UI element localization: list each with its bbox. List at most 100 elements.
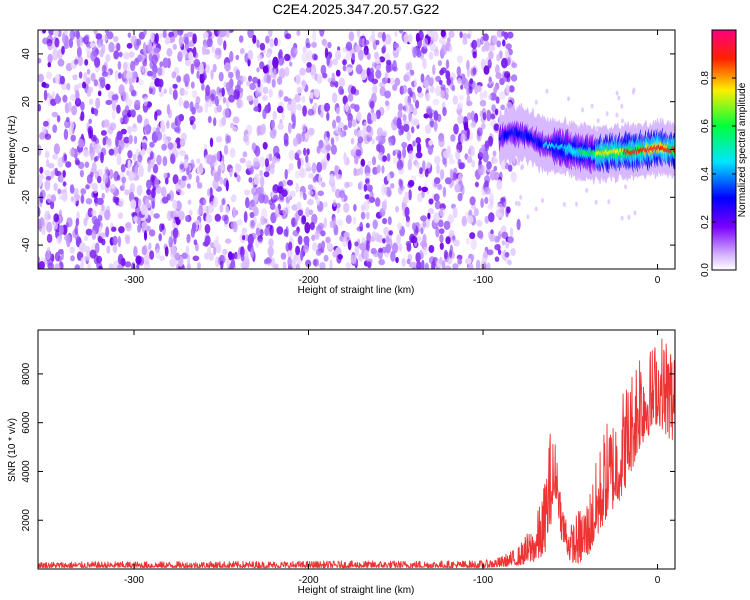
spectrogram-noise-blob xyxy=(439,256,443,265)
spectrogram-noise-blob xyxy=(121,176,127,184)
spectrogram-noise-blob xyxy=(371,30,376,42)
y-tick-label: 6000 xyxy=(21,411,32,434)
spectrogram-noise-blob xyxy=(253,96,259,108)
spectrogram-noise-blob xyxy=(44,213,49,226)
spectrogram-noise-blob xyxy=(489,233,496,242)
spectrogram-noise-blob xyxy=(108,148,115,156)
spectrogram-noise-blob xyxy=(90,151,94,161)
spectrogram-noise-blob xyxy=(415,252,421,263)
spectrogram-noise-blob xyxy=(212,63,217,73)
spectrogram-noise-blob xyxy=(66,83,71,91)
spectrogram-noise-blob xyxy=(326,55,330,66)
spectrogram-noise-blob xyxy=(239,48,245,55)
spectrogram-noise-blob xyxy=(466,68,471,78)
spectrogram-noise-blob xyxy=(370,236,375,243)
spectrogram-noise-blob xyxy=(178,210,185,221)
spectrogram-noise-blob xyxy=(152,71,157,78)
spectrogram-noise-blob xyxy=(501,225,507,233)
spectrogram-noise-blob xyxy=(52,49,59,61)
spectrogram-noise-blob xyxy=(415,32,420,43)
spectrogram-noise-blob xyxy=(128,170,134,182)
y-tick-label: -40 xyxy=(21,237,32,252)
spectrogram-noise-blob xyxy=(154,177,160,189)
snr-panel: -300 -200 -100 0 2000 4000 6000 8000 Height of… xyxy=(7,329,676,596)
spectrogram-noise-blob xyxy=(119,116,124,123)
spectrogram-noise-blob xyxy=(432,64,436,75)
spectrogram-noise-blob xyxy=(270,212,277,224)
spectrogram-noise-blob xyxy=(426,161,431,169)
spectrogram-noise-blob xyxy=(378,258,386,266)
spectrogram-noise-blob xyxy=(438,132,445,142)
spectrogram-noise-blob xyxy=(371,156,377,166)
spectrogram-noise-blob xyxy=(95,33,103,40)
spectrogram-noise-blob xyxy=(70,196,75,202)
spectrogram-noise-blob xyxy=(355,149,362,157)
spectrogram-noise-blob xyxy=(97,235,103,244)
spectrogram-noise-blob xyxy=(445,59,450,69)
spectrogram-noise-blob xyxy=(449,44,453,53)
spectrogram-noise-blob xyxy=(125,222,131,228)
spectrogram-noise-blob xyxy=(196,158,201,164)
spectrogram-noise-blob xyxy=(243,134,249,143)
spectrogram-noise-blob xyxy=(69,30,75,41)
spectrogram-noise-blob xyxy=(353,204,357,212)
spectrogram-noise-blob xyxy=(137,54,143,63)
spectrogram-noise-blob xyxy=(381,46,386,54)
spectrogram-noise-blob xyxy=(96,255,103,264)
spectrogram-noise-blob xyxy=(335,125,342,135)
spectrogram-noise-blob xyxy=(375,197,381,207)
spectrogram-noise-blob xyxy=(42,30,46,34)
spectrogram-noise-blob xyxy=(406,131,411,142)
spectrogram-noise-blob xyxy=(311,213,318,225)
spectrogram-noise-blob xyxy=(191,106,196,115)
spectrogram-noise-blob xyxy=(445,236,451,245)
spectrogram-noise-blob xyxy=(456,66,461,77)
spectrogram-marks xyxy=(38,30,675,269)
spectrogram-noise-blob xyxy=(365,211,370,220)
spectrogram-noise-blob xyxy=(160,123,166,133)
spectrogram-noise-blob xyxy=(418,185,422,192)
spectrogram-noise-blob xyxy=(388,230,394,236)
spectrogram-noise-blob xyxy=(118,198,125,207)
spectrogram-noise-blob xyxy=(304,132,309,139)
spectrogram-noise-blob xyxy=(347,119,353,129)
spectrogram-noise-blob xyxy=(131,89,136,97)
spectrogram-noise-blob xyxy=(474,83,479,95)
spectrogram-noise-blob xyxy=(264,227,270,236)
spectrogram-noise-blob xyxy=(359,242,367,251)
spectrogram-noise-blob xyxy=(137,154,143,163)
spectrogram-noise-blob xyxy=(126,42,133,49)
spectrogram-noise-blob xyxy=(145,202,152,209)
spectrogram-noise-blob xyxy=(423,113,430,119)
spectrogram-noise-blob xyxy=(156,154,162,166)
spectrogram-noise-blob xyxy=(499,171,503,180)
spectrogram-noise-blob xyxy=(211,45,215,54)
spectrogram-noise-blob xyxy=(141,245,147,256)
spectrogram-noise-blob xyxy=(456,55,463,64)
spectrogram-noise-blob xyxy=(226,135,232,144)
spectrogram-noise-blob xyxy=(113,170,119,182)
spectrogram-noise-blob xyxy=(269,166,275,175)
spectrogram-noise-blob xyxy=(497,212,503,218)
spectrogram-noise-blob xyxy=(375,135,382,142)
spectrogram-noise-blob xyxy=(64,119,71,129)
spectrogram-noise-blob xyxy=(39,166,44,174)
spectrogram-noise-blob xyxy=(213,117,217,127)
spectrogram-noise-blob xyxy=(343,202,350,213)
spectrogram-noise-blob xyxy=(480,198,484,208)
spectrogram-noise-blob xyxy=(228,71,234,79)
spectrogram-noise-blob xyxy=(440,30,446,38)
spectrogram-noise-blob xyxy=(219,176,224,185)
snr-y-label: SNR (10 * v/v) xyxy=(7,418,18,482)
spectrogram-noise-blob xyxy=(494,244,501,251)
spectrogram-noise-blob xyxy=(161,223,165,231)
spectrogram-noise-blob xyxy=(384,90,391,99)
spectrogram-faint-blob xyxy=(545,88,549,94)
spectrogram-noise-blob xyxy=(433,48,440,57)
spectrogram-noise-blob xyxy=(46,252,50,261)
spectrogram-noise-blob xyxy=(86,68,91,75)
spectrogram-noise-blob xyxy=(262,86,269,94)
spectrogram-noise-blob xyxy=(95,97,101,110)
spectrogram-noise-blob xyxy=(360,211,366,220)
x-tick-label: 0 xyxy=(655,575,661,586)
